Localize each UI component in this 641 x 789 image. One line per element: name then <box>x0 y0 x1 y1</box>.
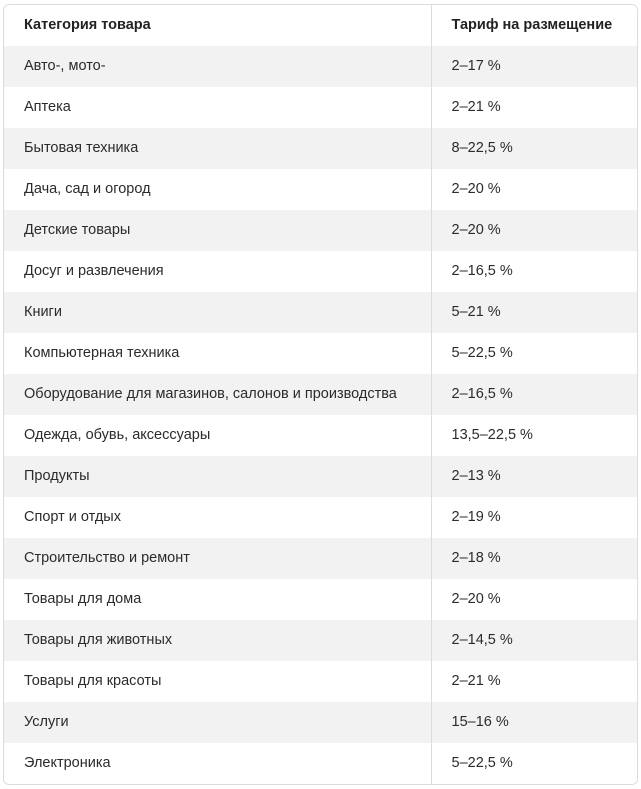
table-row: Оборудование для магазинов, салонов и пр… <box>4 374 637 415</box>
category-cell: Продукты <box>4 456 431 497</box>
table-row: Компьютерная техника 5–22,5 % <box>4 333 637 374</box>
category-cell: Детские товары <box>4 210 431 251</box>
category-cell: Товары для дома <box>4 579 431 620</box>
table-header: Категория товара Тариф на размещение <box>4 5 637 46</box>
tariff-cell: 2–16,5 % <box>430 374 637 415</box>
category-cell: Оборудование для магазинов, салонов и пр… <box>4 374 431 415</box>
table-row: Дача, сад и огород 2–20 % <box>4 169 637 210</box>
table-row: Товары для красоты 2–21 % <box>4 661 637 702</box>
tariff-cell: 2–14,5 % <box>430 620 637 661</box>
table-row: Аптека 2–21 % <box>4 87 637 128</box>
tariff-cell: 2–17 % <box>430 46 637 87</box>
tariff-cell: 5–22,5 % <box>430 743 637 784</box>
table-row: Одежда, обувь, аксессуары 13,5–22,5 % <box>4 415 637 456</box>
category-cell: Строительство и ремонт <box>4 538 431 579</box>
tariff-cell: 5–22,5 % <box>430 333 637 374</box>
tariff-cell: 2–16,5 % <box>430 251 637 292</box>
tariff-cell: 13,5–22,5 % <box>430 415 637 456</box>
table-row: Спорт и отдых 2–19 % <box>4 497 637 538</box>
tariff-cell: 2–18 % <box>430 538 637 579</box>
table-row: Товары для животных 2–14,5 % <box>4 620 637 661</box>
category-cell: Услуги <box>4 702 431 743</box>
category-cell: Электроника <box>4 743 431 784</box>
table-row: Электроника 5–22,5 % <box>4 743 637 784</box>
category-cell: Спорт и отдых <box>4 497 431 538</box>
table-row: Бытовая техника 8–22,5 % <box>4 128 637 169</box>
table-row: Товары для дома 2–20 % <box>4 579 637 620</box>
category-cell: Дача, сад и огород <box>4 169 431 210</box>
tariff-cell: 2–21 % <box>430 661 637 702</box>
tariff-cell: 2–20 % <box>430 579 637 620</box>
table-row: Книги 5–21 % <box>4 292 637 333</box>
tariff-cell: 15–16 % <box>430 702 637 743</box>
table-row: Услуги 15–16 % <box>4 702 637 743</box>
category-cell: Аптека <box>4 87 431 128</box>
tariff-cell: 2–13 % <box>430 456 637 497</box>
table-row: Авто-, мото- 2–17 % <box>4 46 637 87</box>
category-cell: Товары для красоты <box>4 661 431 702</box>
tariff-cell: 5–21 % <box>430 292 637 333</box>
tariff-cell: 2–20 % <box>430 210 637 251</box>
table-body: Авто-, мото- 2–17 % Аптека 2–21 % Бытовая … <box>4 46 637 784</box>
tariff-cell: 2–21 % <box>430 87 637 128</box>
category-cell: Досуг и развлечения <box>4 251 431 292</box>
table-row: Детские товары 2–20 % <box>4 210 637 251</box>
table-row: Продукты 2–13 % <box>4 456 637 497</box>
tariff-table: Категория товара Тариф на размещение Авт… <box>3 4 638 785</box>
category-cell: Книги <box>4 292 431 333</box>
category-cell: Товары для животных <box>4 620 431 661</box>
category-cell: Авто-, мото- <box>4 46 431 87</box>
category-cell: Бытовая техника <box>4 128 431 169</box>
tariff-cell: 8–22,5 % <box>430 128 637 169</box>
category-cell: Одежда, обувь, аксессуары <box>4 415 431 456</box>
table-row: Строительство и ремонт 2–18 % <box>4 538 637 579</box>
header-row: Категория товара Тариф на размещение <box>4 5 637 46</box>
header-category: Категория товара <box>4 5 431 46</box>
tariff-table-grid: Категория товара Тариф на размещение Авт… <box>4 5 637 784</box>
table-row: Досуг и развлечения 2–16,5 % <box>4 251 637 292</box>
header-tariff: Тариф на размещение <box>430 5 637 46</box>
tariff-cell: 2–20 % <box>430 169 637 210</box>
tariff-cell: 2–19 % <box>430 497 637 538</box>
category-cell: Компьютерная техника <box>4 333 431 374</box>
